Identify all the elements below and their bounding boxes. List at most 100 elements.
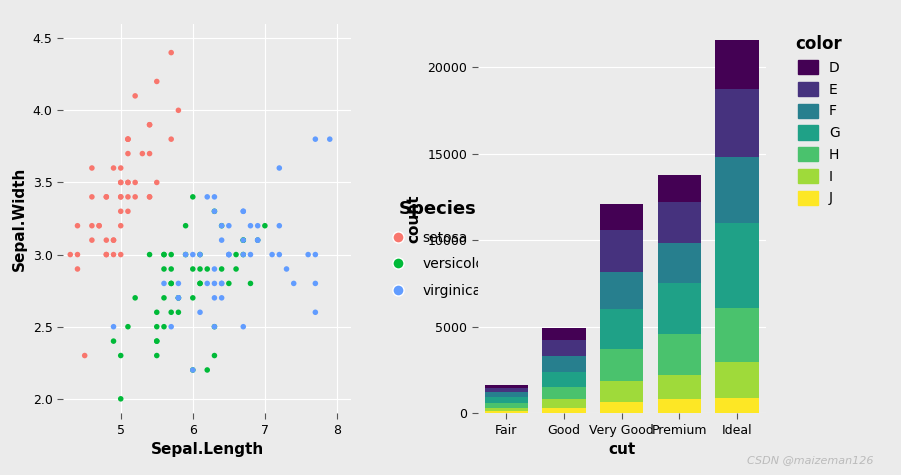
- Point: [236, 237, 250, 244]
- Point: [128, 92, 142, 100]
- Point: [157, 323, 171, 331]
- Point: [171, 294, 186, 302]
- Bar: [600, 309, 643, 349]
- Point: [150, 77, 164, 85]
- Bar: [600, 272, 643, 309]
- Point: [178, 222, 193, 229]
- Point: [214, 237, 229, 244]
- Point: [186, 366, 200, 374]
- Point: [200, 366, 214, 374]
- Point: [236, 323, 250, 331]
- Point: [207, 208, 222, 215]
- Bar: [485, 411, 528, 413]
- Point: [236, 237, 250, 244]
- Point: [70, 251, 85, 258]
- Bar: [485, 388, 528, 392]
- Point: [85, 237, 99, 244]
- Point: [178, 251, 193, 258]
- Point: [128, 294, 142, 302]
- Bar: [542, 356, 586, 371]
- Point: [92, 222, 106, 229]
- Point: [250, 237, 265, 244]
- Point: [250, 237, 265, 244]
- Bar: [658, 202, 701, 243]
- Point: [114, 395, 128, 403]
- Bar: [485, 403, 528, 408]
- Text: CSDN @maizeman126: CSDN @maizeman126: [748, 456, 874, 466]
- Point: [157, 251, 171, 258]
- Legend: D, E, F, G, H, I, J: D, E, F, G, H, I, J: [787, 27, 851, 214]
- Point: [164, 49, 178, 57]
- Point: [171, 106, 186, 114]
- Point: [222, 251, 236, 258]
- Point: [150, 337, 164, 345]
- Bar: [600, 401, 643, 413]
- Point: [142, 121, 157, 129]
- Point: [157, 294, 171, 302]
- Point: [142, 193, 157, 200]
- Point: [308, 251, 323, 258]
- Bar: [600, 349, 643, 380]
- X-axis label: Sepal.Length: Sepal.Length: [150, 442, 264, 457]
- Point: [157, 280, 171, 287]
- Bar: [715, 89, 759, 157]
- Point: [279, 265, 294, 273]
- Point: [164, 251, 178, 258]
- Point: [265, 251, 279, 258]
- Point: [250, 222, 265, 229]
- Point: [99, 251, 114, 258]
- Bar: [658, 243, 701, 283]
- Point: [70, 265, 85, 273]
- Point: [214, 294, 229, 302]
- Bar: [658, 283, 701, 334]
- Point: [121, 135, 135, 143]
- Point: [121, 193, 135, 200]
- Bar: [542, 387, 586, 399]
- Point: [92, 222, 106, 229]
- Bar: [658, 334, 701, 375]
- Point: [236, 237, 250, 244]
- Point: [85, 164, 99, 172]
- Point: [236, 251, 250, 258]
- Point: [135, 150, 150, 157]
- Point: [114, 208, 128, 215]
- Bar: [485, 398, 528, 403]
- Point: [214, 280, 229, 287]
- Bar: [715, 40, 759, 89]
- Point: [207, 280, 222, 287]
- Bar: [542, 399, 586, 408]
- Point: [150, 323, 164, 331]
- Point: [236, 208, 250, 215]
- Point: [85, 193, 99, 200]
- Point: [99, 193, 114, 200]
- Point: [99, 251, 114, 258]
- Point: [214, 265, 229, 273]
- Point: [99, 237, 114, 244]
- Point: [250, 237, 265, 244]
- Point: [193, 308, 207, 316]
- Bar: [715, 223, 759, 308]
- Bar: [542, 340, 586, 356]
- Point: [106, 251, 121, 258]
- Point: [222, 251, 236, 258]
- Point: [157, 251, 171, 258]
- Point: [193, 280, 207, 287]
- Point: [178, 251, 193, 258]
- Point: [258, 222, 272, 229]
- Point: [164, 265, 178, 273]
- Point: [186, 366, 200, 374]
- Point: [207, 208, 222, 215]
- Point: [200, 193, 214, 200]
- Point: [114, 193, 128, 200]
- Point: [128, 179, 142, 186]
- Bar: [600, 204, 643, 230]
- Bar: [600, 380, 643, 401]
- Point: [193, 265, 207, 273]
- Point: [207, 352, 222, 360]
- Point: [171, 308, 186, 316]
- Point: [142, 121, 157, 129]
- Point: [193, 251, 207, 258]
- Point: [207, 323, 222, 331]
- Point: [308, 135, 323, 143]
- Point: [114, 352, 128, 360]
